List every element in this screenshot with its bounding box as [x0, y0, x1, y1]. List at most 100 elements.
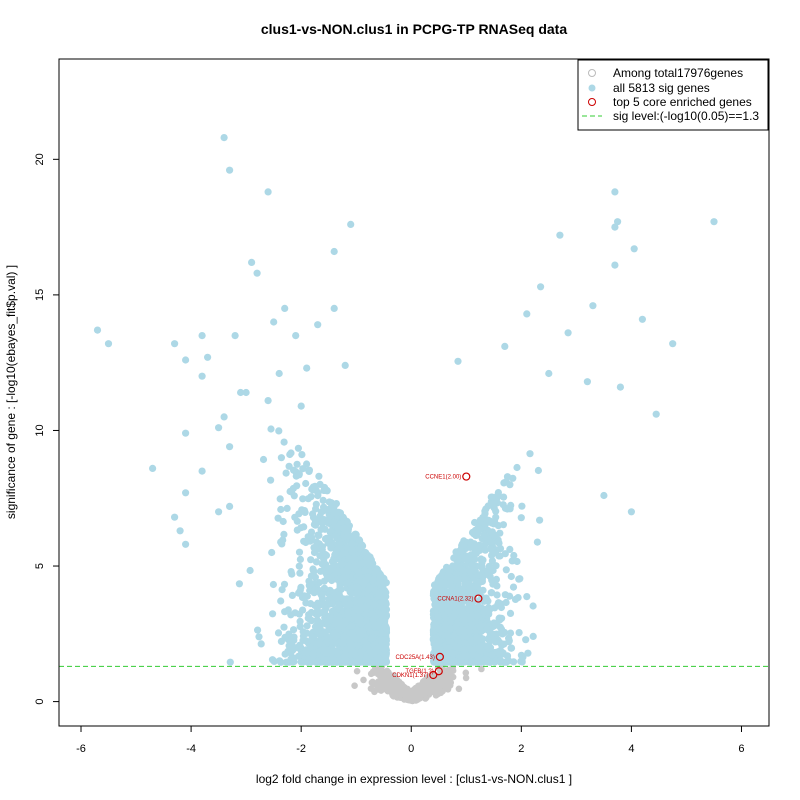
sig-gene-point: [452, 623, 460, 631]
sig-gene-point: [275, 369, 283, 378]
sig-gene-point: [466, 657, 474, 666]
x-tick-label: -4: [186, 743, 196, 755]
sig-gene-point: [499, 501, 507, 509]
sig-gene-point: [358, 541, 366, 549]
sig-gene-point: [281, 633, 289, 642]
sig-gene-point: [314, 626, 322, 634]
sig-gene-point: [331, 638, 339, 647]
x-tick-label: 6: [738, 743, 744, 755]
sig-gene-point: [482, 505, 490, 513]
sig-gene-point: [330, 247, 338, 256]
sig-gene-point: [454, 594, 463, 602]
sig-gene-point: [324, 564, 332, 572]
sig-gene-point: [382, 588, 390, 597]
sig-gene-point: [295, 589, 303, 597]
sig-gene-point: [281, 650, 289, 658]
sig-gene-point: [516, 575, 524, 583]
sig-gene-point: [357, 620, 365, 628]
sig-gene-point: [457, 547, 465, 555]
nonsig-gene-point: [351, 682, 358, 689]
sig-gene-point: [441, 593, 449, 602]
sig-gene-point: [312, 558, 321, 566]
sig-gene-point: [488, 589, 496, 597]
sig-gene-point: [198, 467, 206, 475]
sig-gene-point: [506, 609, 515, 618]
sig-gene-point: [280, 438, 288, 446]
sig-gene-point: [226, 443, 234, 451]
sig-gene-point: [488, 528, 496, 536]
sig-gene-point: [305, 577, 313, 585]
y-tick-label: 5: [34, 563, 46, 569]
sig-gene-point: [564, 329, 572, 337]
sig-gene-point: [447, 638, 455, 646]
sig-gene-point: [517, 514, 525, 522]
nonsig-gene-point: [444, 686, 452, 693]
sig-gene-point: [510, 551, 518, 560]
core-gene-point: [429, 670, 438, 680]
sig-gene-point: [451, 609, 459, 618]
sig-gene-point: [182, 489, 190, 497]
sig-gene-point: [611, 188, 619, 196]
sig-gene-point: [355, 614, 363, 622]
sig-gene-point: [456, 564, 464, 573]
sig-gene-point: [529, 602, 537, 610]
sig-gene-point: [438, 605, 446, 613]
sig-gene-point: [362, 617, 370, 625]
sig-gene-point: [346, 600, 354, 608]
nonsig-gene-point: [396, 683, 404, 690]
sig-gene-point: [471, 518, 479, 527]
sig-gene-point: [280, 623, 288, 631]
sig-gene-point: [495, 614, 503, 623]
sig-gene-point: [290, 633, 298, 641]
sig-gene-point: [454, 357, 462, 365]
sig-gene-point: [490, 619, 498, 627]
sig-gene-point: [431, 586, 439, 594]
core-gene-point: [474, 594, 483, 603]
sig-gene-point: [435, 637, 443, 645]
sig-gene-point: [274, 629, 283, 637]
sig-gene-point: [341, 361, 349, 369]
sig-gene-point: [466, 585, 474, 593]
sig-gene-point: [334, 524, 342, 532]
sig-gene-point: [331, 532, 339, 540]
sig-gene-point: [314, 321, 322, 329]
sig-gene-point: [473, 633, 481, 641]
sig-gene-point: [289, 655, 297, 664]
core-gene-label: CCNE1(2.00): [425, 475, 461, 481]
sig-gene-point: [341, 619, 350, 627]
sig-gene-point: [319, 496, 327, 504]
sig-gene-point: [669, 340, 677, 348]
core-gene-label: CCNA1(2.32): [437, 597, 473, 603]
sig-gene-point: [305, 655, 313, 663]
sig-gene-point: [182, 356, 190, 364]
sig-gene-point: [340, 595, 348, 603]
sig-gene-point: [476, 525, 484, 533]
sig-gene-point: [317, 591, 325, 599]
sig-gene-point: [297, 402, 305, 410]
sig-gene-point: [363, 555, 371, 563]
sig-gene-point: [226, 658, 234, 666]
sig-gene-point: [277, 505, 285, 514]
sig-gene-point: [518, 502, 526, 510]
sig-gene-point: [545, 369, 553, 378]
sig-gene-point: [475, 597, 483, 605]
sig-gene-point: [529, 632, 537, 641]
sig-gene-point: [339, 513, 347, 521]
sig-gene-point: [347, 220, 355, 228]
sig-gene-point: [351, 651, 359, 659]
sig-gene-point: [435, 625, 443, 633]
y-axis-label: significance of gene : [-log10(ebayes_fi…: [4, 265, 18, 519]
nonsig-gene-point: [393, 677, 400, 685]
sig-gene-point: [523, 593, 531, 601]
sig-gene-point: [362, 656, 370, 664]
sig-gene-point: [451, 657, 459, 665]
sig-gene-point: [269, 580, 277, 589]
sig-gene-point: [346, 594, 355, 602]
core-gene-label: CDC25A(1.43): [396, 655, 435, 661]
sig-gene-point: [334, 603, 342, 612]
sig-gene-point: [333, 594, 341, 602]
plot-frame: [58, 58, 770, 727]
sig-gene-point: [363, 596, 371, 604]
sig-gene-point: [454, 554, 462, 563]
sig-gene-point: [493, 630, 501, 638]
